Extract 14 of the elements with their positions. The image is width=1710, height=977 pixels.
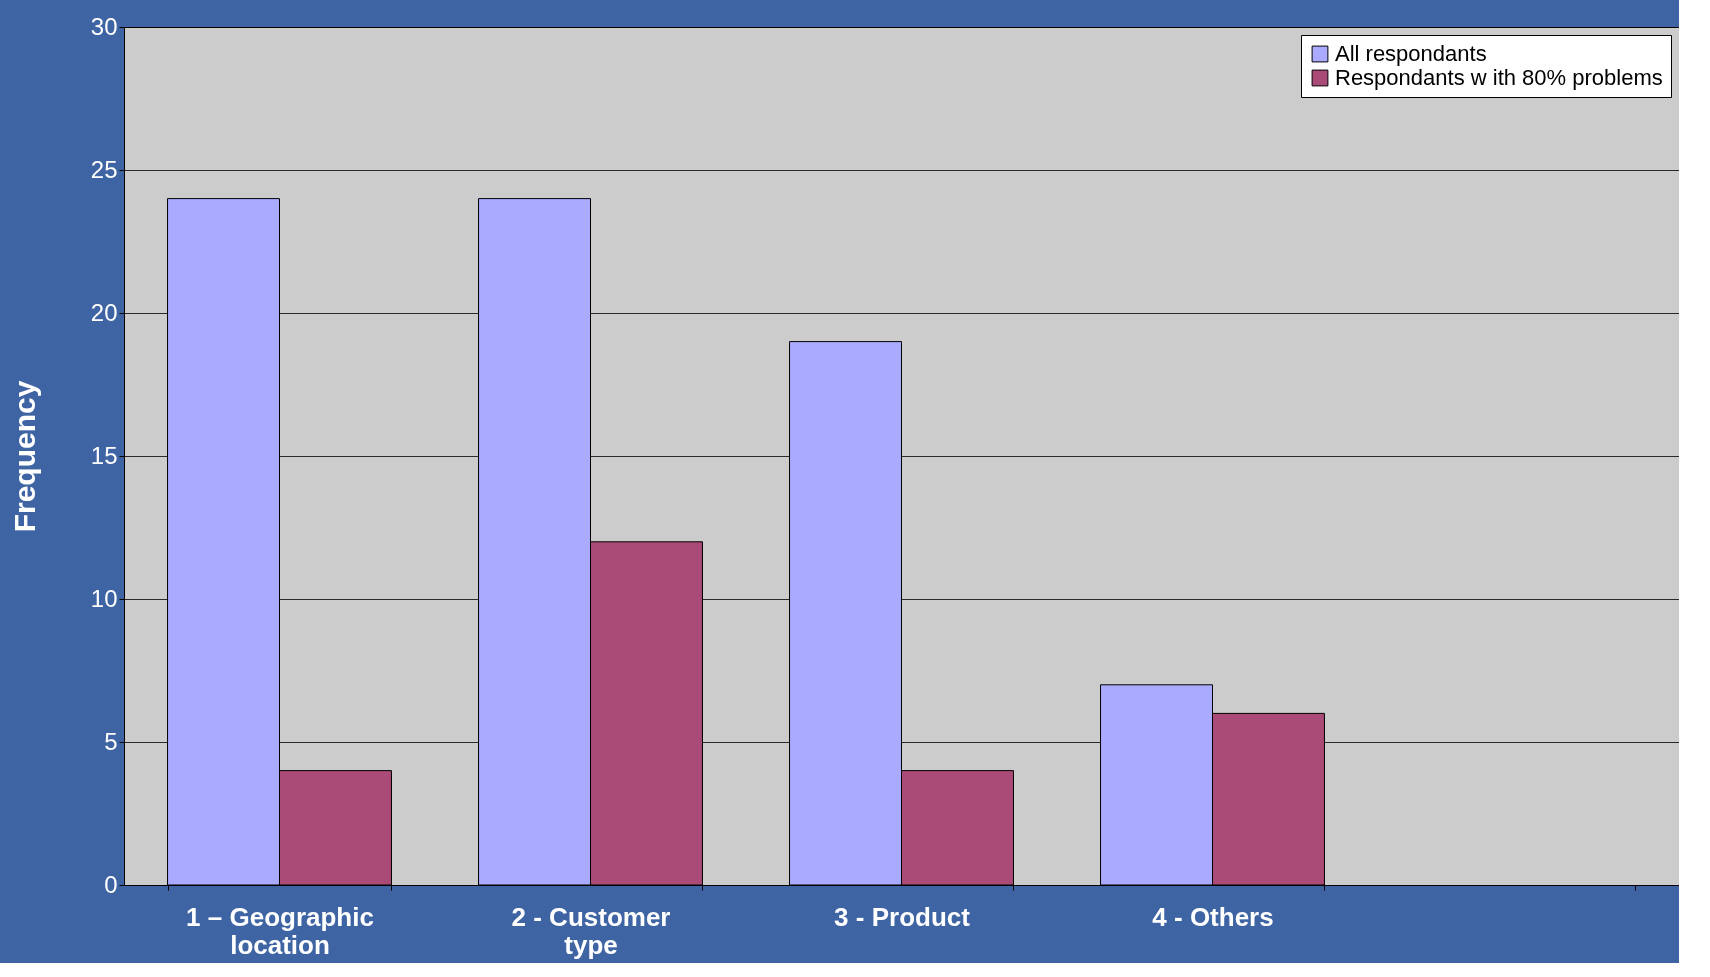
legend-label: All respondants (1335, 41, 1487, 66)
y-tick-label: 0 (104, 870, 118, 898)
y-tick-label: 20 (90, 298, 118, 326)
y-tick-label: 5 (104, 727, 118, 755)
y-tick-label: 25 (90, 155, 118, 183)
y-tick-label: 10 (90, 584, 118, 612)
legend-label: Respondants w ith 80% problems (1335, 65, 1663, 90)
x-tick-label: 2 - Customer type (511, 901, 671, 960)
x-tick-label: 3 - Product (834, 901, 971, 932)
y-axis-title: Frequency (7, 380, 41, 533)
y-tick-label: 15 (90, 441, 118, 469)
x-tick-label: 4 - Others (1152, 901, 1274, 932)
y-tick-label: 30 (90, 12, 118, 40)
x-tick-label: 1 – Geographic location (186, 901, 374, 960)
